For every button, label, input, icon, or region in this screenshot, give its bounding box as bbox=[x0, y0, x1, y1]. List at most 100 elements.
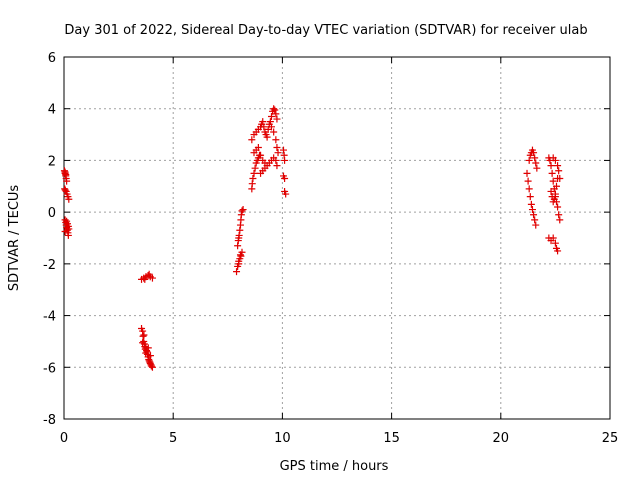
data-point bbox=[530, 211, 538, 219]
data-point bbox=[549, 234, 557, 242]
data-point bbox=[145, 270, 153, 278]
y-tick-label: 4 bbox=[48, 103, 56, 118]
data-point bbox=[233, 268, 241, 276]
data-point bbox=[532, 159, 540, 167]
data-point bbox=[551, 190, 559, 198]
data-point bbox=[547, 162, 555, 170]
data-point bbox=[526, 193, 534, 201]
data-point bbox=[142, 349, 150, 357]
data-point bbox=[266, 118, 274, 126]
y-axis-label: SDTVAR / TECUs bbox=[7, 185, 22, 292]
data-point bbox=[550, 195, 558, 203]
data-point bbox=[238, 207, 246, 215]
data-point bbox=[547, 187, 555, 195]
data-point bbox=[273, 144, 281, 151]
data-point bbox=[144, 344, 152, 352]
data-point bbox=[141, 275, 149, 283]
data-point bbox=[281, 156, 289, 164]
x-axis-label: GPS time / hours bbox=[280, 459, 389, 474]
plot-area-frame bbox=[63, 56, 611, 420]
data-point bbox=[556, 216, 564, 224]
data-point bbox=[531, 154, 539, 162]
data-point bbox=[257, 151, 265, 159]
tick-layer: 0 5 10 15 20 25 -8 -6 -4 -2 0 2 4 6 bbox=[43, 51, 618, 446]
data-point bbox=[548, 169, 556, 177]
data-point bbox=[260, 123, 268, 131]
data-point bbox=[234, 242, 242, 250]
data-point bbox=[248, 180, 256, 188]
chart-title: Day 301 of 2022, Sidereal Day-to-day VTE… bbox=[64, 23, 587, 38]
data-point bbox=[65, 225, 73, 233]
data-point bbox=[267, 112, 275, 120]
y-tick-label: 0 bbox=[48, 206, 56, 221]
y-tick-label: -2 bbox=[43, 258, 56, 273]
data-point bbox=[279, 146, 287, 154]
data-point bbox=[549, 177, 557, 185]
data-point bbox=[527, 200, 535, 208]
x-tick-label: 20 bbox=[493, 431, 510, 446]
data-point bbox=[267, 123, 275, 131]
data-point bbox=[273, 162, 281, 170]
data-point bbox=[147, 362, 155, 370]
x-tick-label: 25 bbox=[602, 431, 619, 446]
y-tick-label: -8 bbox=[43, 413, 56, 428]
data-point bbox=[554, 247, 562, 255]
data-point bbox=[65, 195, 73, 203]
y-tick-label: 6 bbox=[48, 51, 56, 66]
data-point bbox=[254, 144, 262, 151]
data-point bbox=[251, 164, 259, 172]
data-point bbox=[263, 133, 271, 141]
data-point bbox=[554, 162, 562, 170]
data-point bbox=[525, 156, 533, 164]
data-point bbox=[248, 136, 256, 144]
x-tick-label: 10 bbox=[274, 431, 291, 446]
data-point bbox=[236, 226, 244, 234]
y-tick-label: -6 bbox=[43, 361, 56, 376]
data-point bbox=[140, 331, 148, 339]
data-point bbox=[552, 182, 560, 190]
data-point bbox=[274, 149, 282, 157]
data-points bbox=[60, 105, 564, 371]
data-point bbox=[525, 185, 533, 193]
data-point bbox=[270, 105, 278, 113]
data-point bbox=[235, 231, 243, 239]
data-point bbox=[270, 128, 278, 136]
data-point bbox=[259, 118, 267, 126]
data-point bbox=[272, 110, 280, 118]
data-point bbox=[556, 175, 564, 183]
y-tick-label: 2 bbox=[48, 154, 56, 169]
data-point bbox=[524, 177, 532, 185]
x-tick-label: 15 bbox=[383, 431, 400, 446]
data-point bbox=[235, 260, 243, 268]
data-point bbox=[523, 169, 531, 177]
data-point bbox=[61, 228, 69, 236]
data-point bbox=[250, 169, 258, 177]
data-point bbox=[271, 106, 279, 114]
data-point bbox=[272, 156, 280, 164]
data-point bbox=[555, 211, 563, 219]
data-point bbox=[532, 221, 540, 229]
data-point bbox=[528, 206, 536, 214]
data-point bbox=[139, 339, 147, 347]
data-point bbox=[272, 136, 280, 144]
data-point bbox=[237, 211, 245, 219]
data-point bbox=[281, 175, 289, 183]
data-point bbox=[148, 363, 156, 371]
data-point bbox=[273, 115, 281, 123]
data-point bbox=[554, 203, 562, 211]
data-point bbox=[146, 352, 154, 360]
data-point bbox=[63, 177, 71, 185]
x-tick-label: 5 bbox=[169, 431, 177, 446]
data-point bbox=[531, 216, 539, 224]
y-tick-label: -4 bbox=[43, 310, 56, 325]
data-point bbox=[551, 239, 559, 247]
data-point bbox=[239, 206, 247, 214]
data-point bbox=[282, 190, 290, 198]
data-point bbox=[533, 164, 541, 172]
data-point bbox=[555, 167, 563, 175]
data-point bbox=[249, 175, 257, 183]
data-point bbox=[236, 251, 244, 259]
data-point bbox=[61, 186, 69, 194]
